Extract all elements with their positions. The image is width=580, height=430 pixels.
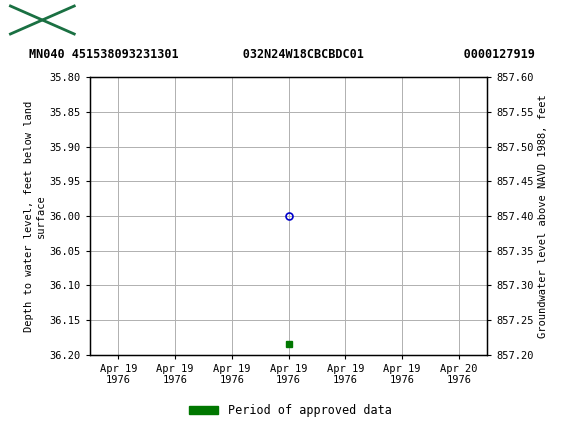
Bar [10, 6, 74, 34]
Text: USGS: USGS [81, 11, 132, 29]
Text: MN040 451538093231301         032N24W18CBCBDC01              0000127919: MN040 451538093231301 032N24W18CBCBDC01 … [29, 48, 535, 61]
Y-axis label: Depth to water level, feet below land
surface: Depth to water level, feet below land su… [24, 101, 45, 332]
Y-axis label: Groundwater level above NAVD 1988, feet: Groundwater level above NAVD 1988, feet [538, 94, 548, 338]
Legend: Period of approved data: Period of approved data [184, 399, 396, 422]
